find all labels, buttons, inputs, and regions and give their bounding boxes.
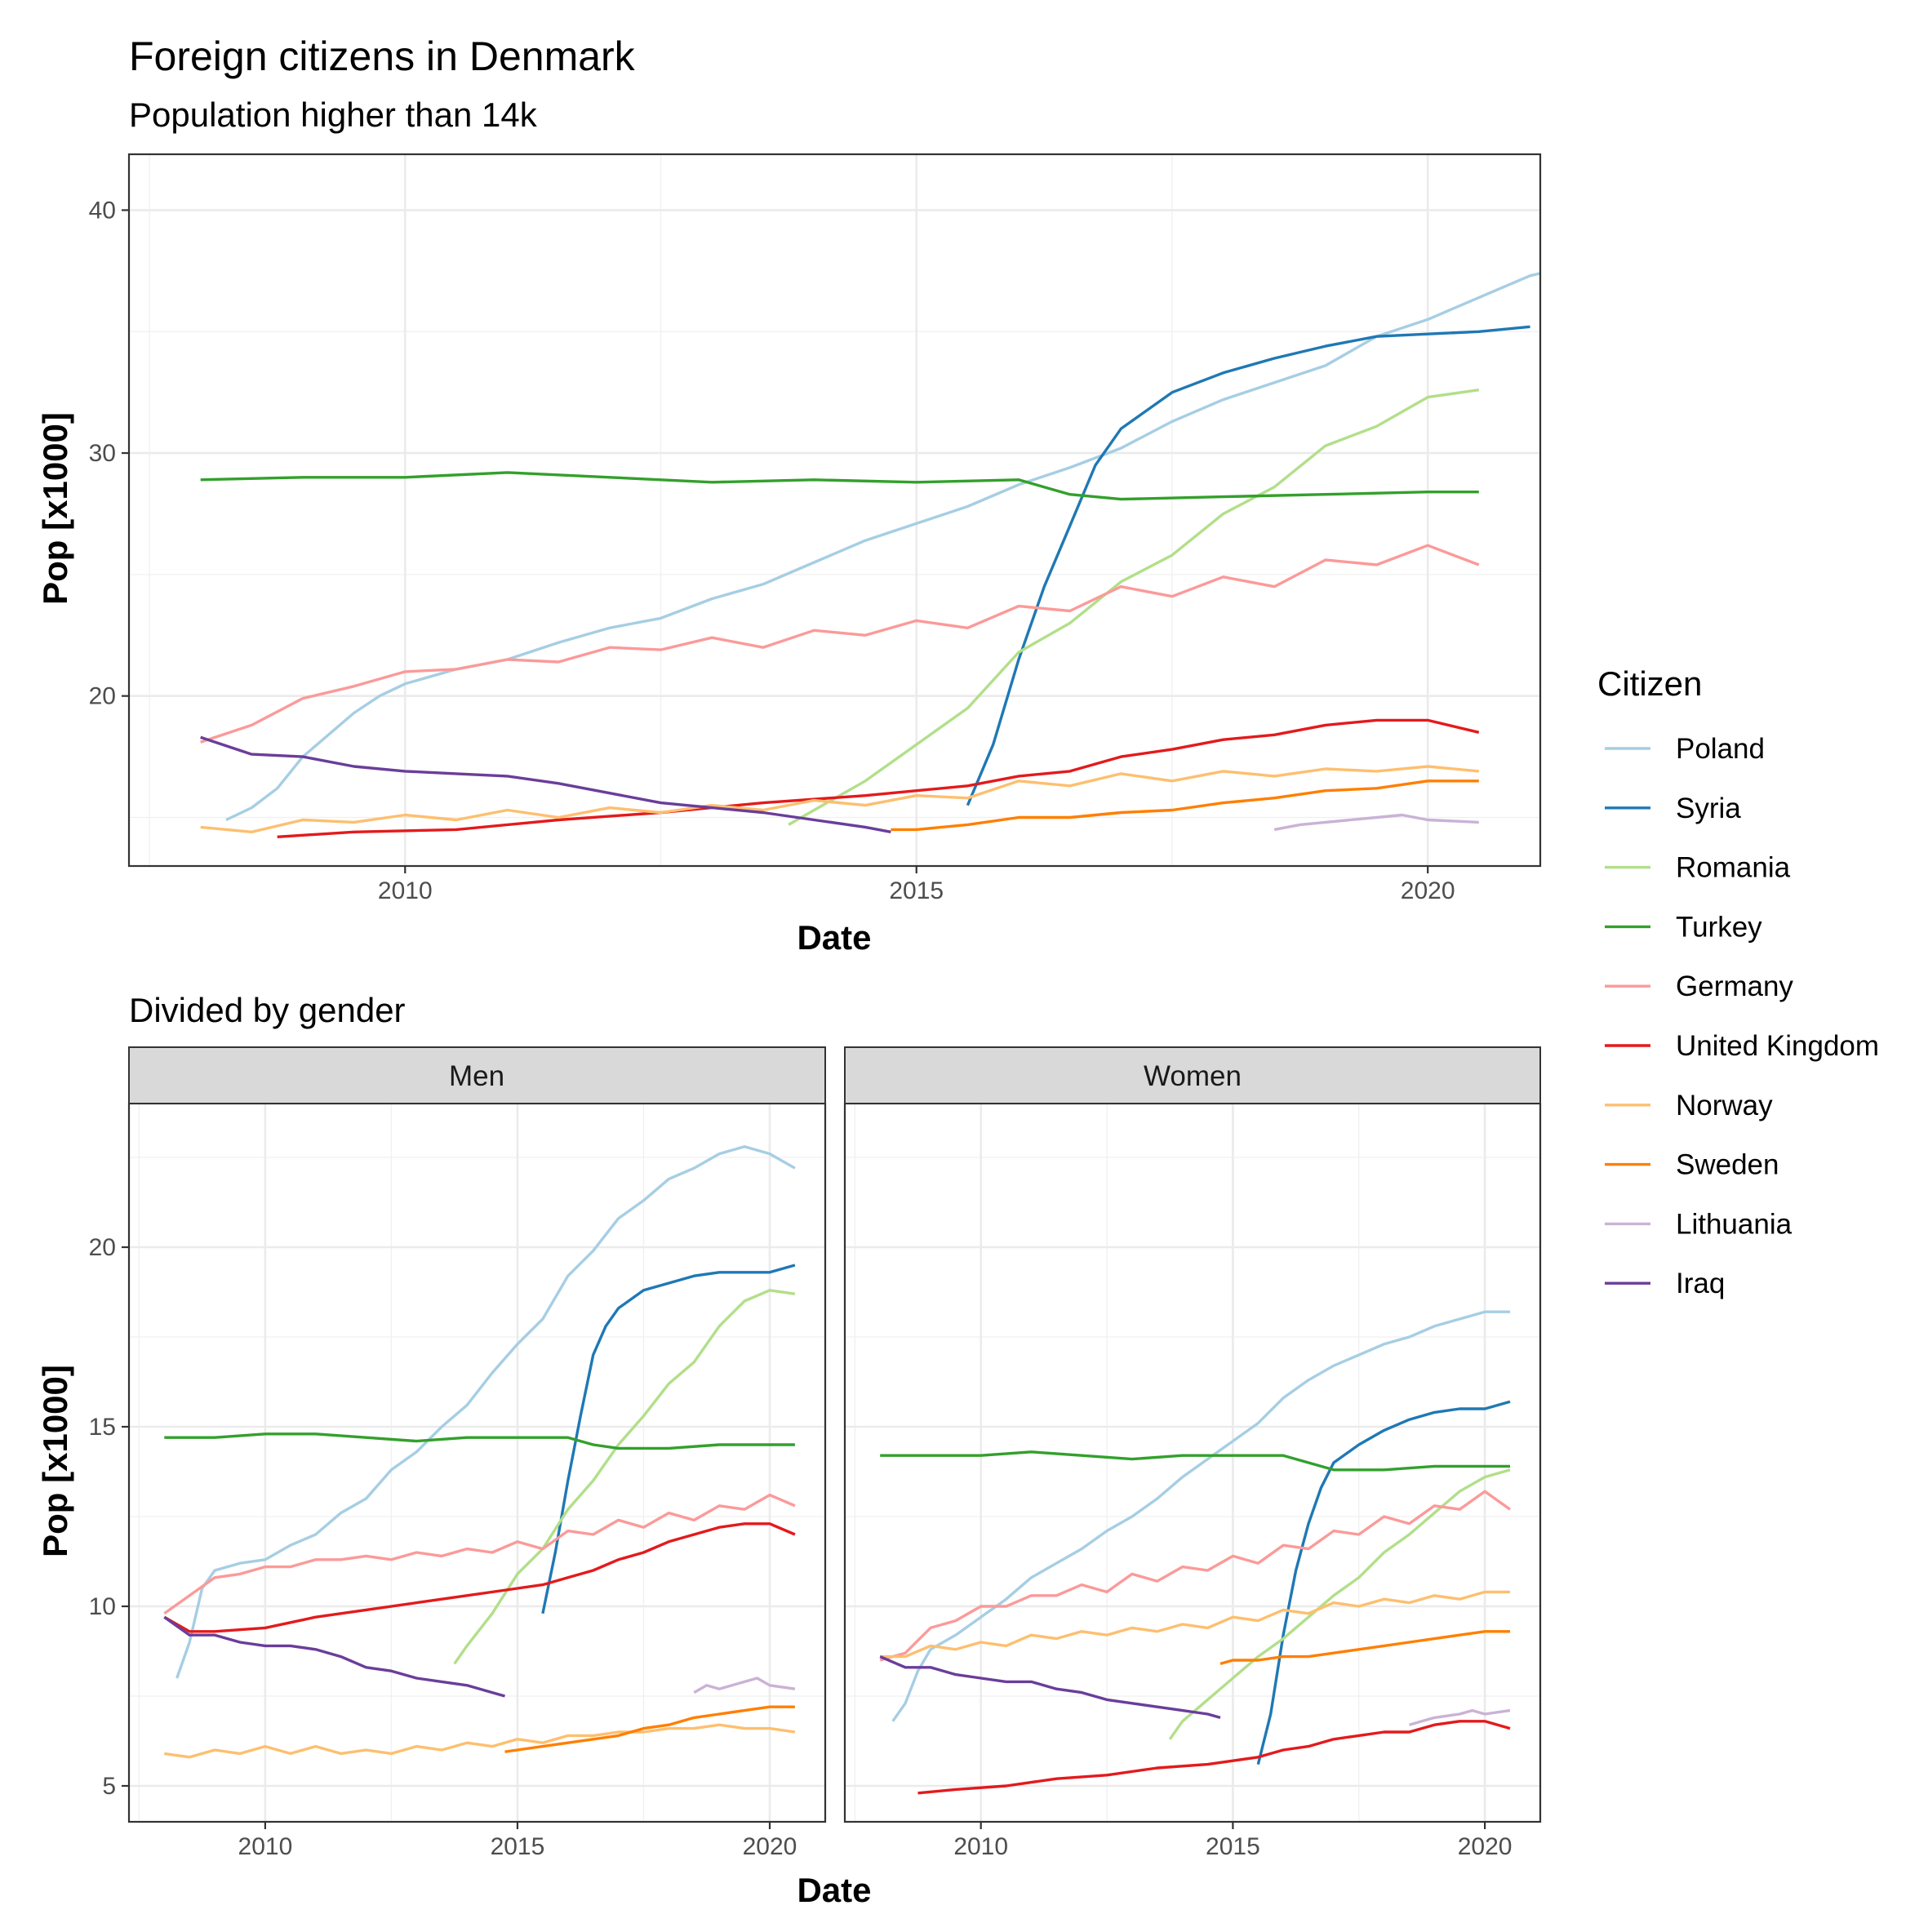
legend-label-germany: Germany (1676, 970, 1793, 1002)
women-panel-background (845, 1104, 1540, 1822)
women-series-syria (1256, 1400, 1511, 1765)
top-x-axis-title: Date (797, 918, 871, 957)
men-y-tick-label: 10 (89, 1593, 116, 1620)
top-y-tick-label: 30 (89, 440, 116, 467)
women-series-sweden (1219, 1630, 1510, 1666)
top-series-poland (225, 272, 1540, 822)
men-series-norway (164, 1723, 796, 1759)
legend-label-lithuania: Lithuania (1676, 1208, 1793, 1240)
women-plot-panel: 2010 2015 2020 (843, 1102, 1542, 1860)
top-series-lithuania (1273, 813, 1479, 832)
men-series-poland (175, 1145, 796, 1679)
top-y-tick-label: 40 (89, 197, 116, 224)
women-series-poland (891, 1310, 1510, 1722)
men-panel-background (129, 1104, 825, 1822)
men-series-syria (541, 1264, 796, 1614)
women-series-norway (880, 1590, 1510, 1659)
legend-title: Citizen (1597, 664, 1702, 703)
men-series-iraq (163, 1615, 505, 1698)
top-x-tick-label: 2020 (1401, 877, 1455, 904)
men-x-tick-label: 2015 (491, 1833, 545, 1860)
top-y-tick-label: 20 (89, 683, 116, 710)
men-plot-panel: 2010 2015 2020 5 10 15 20 (89, 1102, 827, 1860)
top-y-axis-title: Pop [x1000] (36, 412, 74, 605)
top-series-iraq (200, 735, 891, 833)
men-series-germany (163, 1493, 796, 1615)
top-series-norway (200, 765, 1479, 833)
legend-label-iraq: Iraq (1676, 1268, 1725, 1299)
women-x-tick-label: 2010 (953, 1833, 1008, 1860)
women-series-lithuania (1409, 1708, 1511, 1726)
top-panel-border (127, 153, 1542, 868)
women-series-turkey (880, 1450, 1510, 1472)
men-series-romania (453, 1289, 796, 1665)
bottom-x-axis-title: Date (797, 1871, 871, 1909)
legend-label-turkey: Turkey (1676, 911, 1762, 943)
men-series-sweden (504, 1705, 795, 1753)
top-x-tick-label: 2015 (889, 877, 944, 904)
top-series-sweden (891, 779, 1479, 832)
men-series-lithuania (693, 1677, 796, 1694)
men-y-tick-label: 5 (102, 1773, 116, 1800)
chart-title: Foreign citizens in Denmark (129, 33, 636, 79)
top-series-united-kingdom (277, 718, 1480, 838)
top-series-romania (788, 389, 1480, 826)
bottom-y-axis-title: Pop [x1000] (36, 1365, 74, 1557)
bottom-subtitle: Divided by gender (129, 991, 406, 1029)
top-panel-background (129, 154, 1540, 866)
top-series-turkey (200, 471, 1479, 501)
legend-label-romania: Romania (1676, 852, 1791, 884)
men-strip (128, 1046, 826, 1104)
top-x-tick-label: 2010 (378, 877, 433, 904)
top-series-germany (200, 544, 1480, 744)
women-strip-label: Women (1144, 1060, 1242, 1092)
men-x-tick-label: 2010 (238, 1833, 293, 1860)
legend-label-norway: Norway (1676, 1090, 1773, 1121)
men-y-tick-label: 15 (89, 1414, 116, 1441)
legend-label-poland: Poland (1676, 733, 1765, 765)
top-subtitle: Population higher than 14k (129, 95, 538, 134)
men-x-tick-label: 2020 (743, 1833, 797, 1860)
women-series-united-kingdom (917, 1720, 1511, 1795)
women-x-tick-label: 2020 (1458, 1833, 1513, 1860)
men-strip-label: Men (449, 1060, 504, 1092)
women-x-tick-label: 2015 (1206, 1833, 1260, 1860)
men-series-united-kingdom (163, 1522, 796, 1633)
men-y-tick-label: 20 (89, 1234, 116, 1261)
legend-label-syria: Syria (1676, 793, 1741, 824)
legend: Citizen Poland Syria Romania Turkey Germany U… (1597, 664, 1879, 1299)
women-series-iraq (879, 1655, 1221, 1720)
legend-label-sweden: Sweden (1676, 1149, 1779, 1181)
men-series-turkey (164, 1432, 795, 1450)
women-series-romania (1168, 1468, 1511, 1740)
women-strip (844, 1046, 1541, 1104)
legend-label-united-kingdom: United Kingdom (1676, 1030, 1879, 1062)
top-series-syria (966, 325, 1530, 806)
women-series-germany (879, 1490, 1511, 1662)
